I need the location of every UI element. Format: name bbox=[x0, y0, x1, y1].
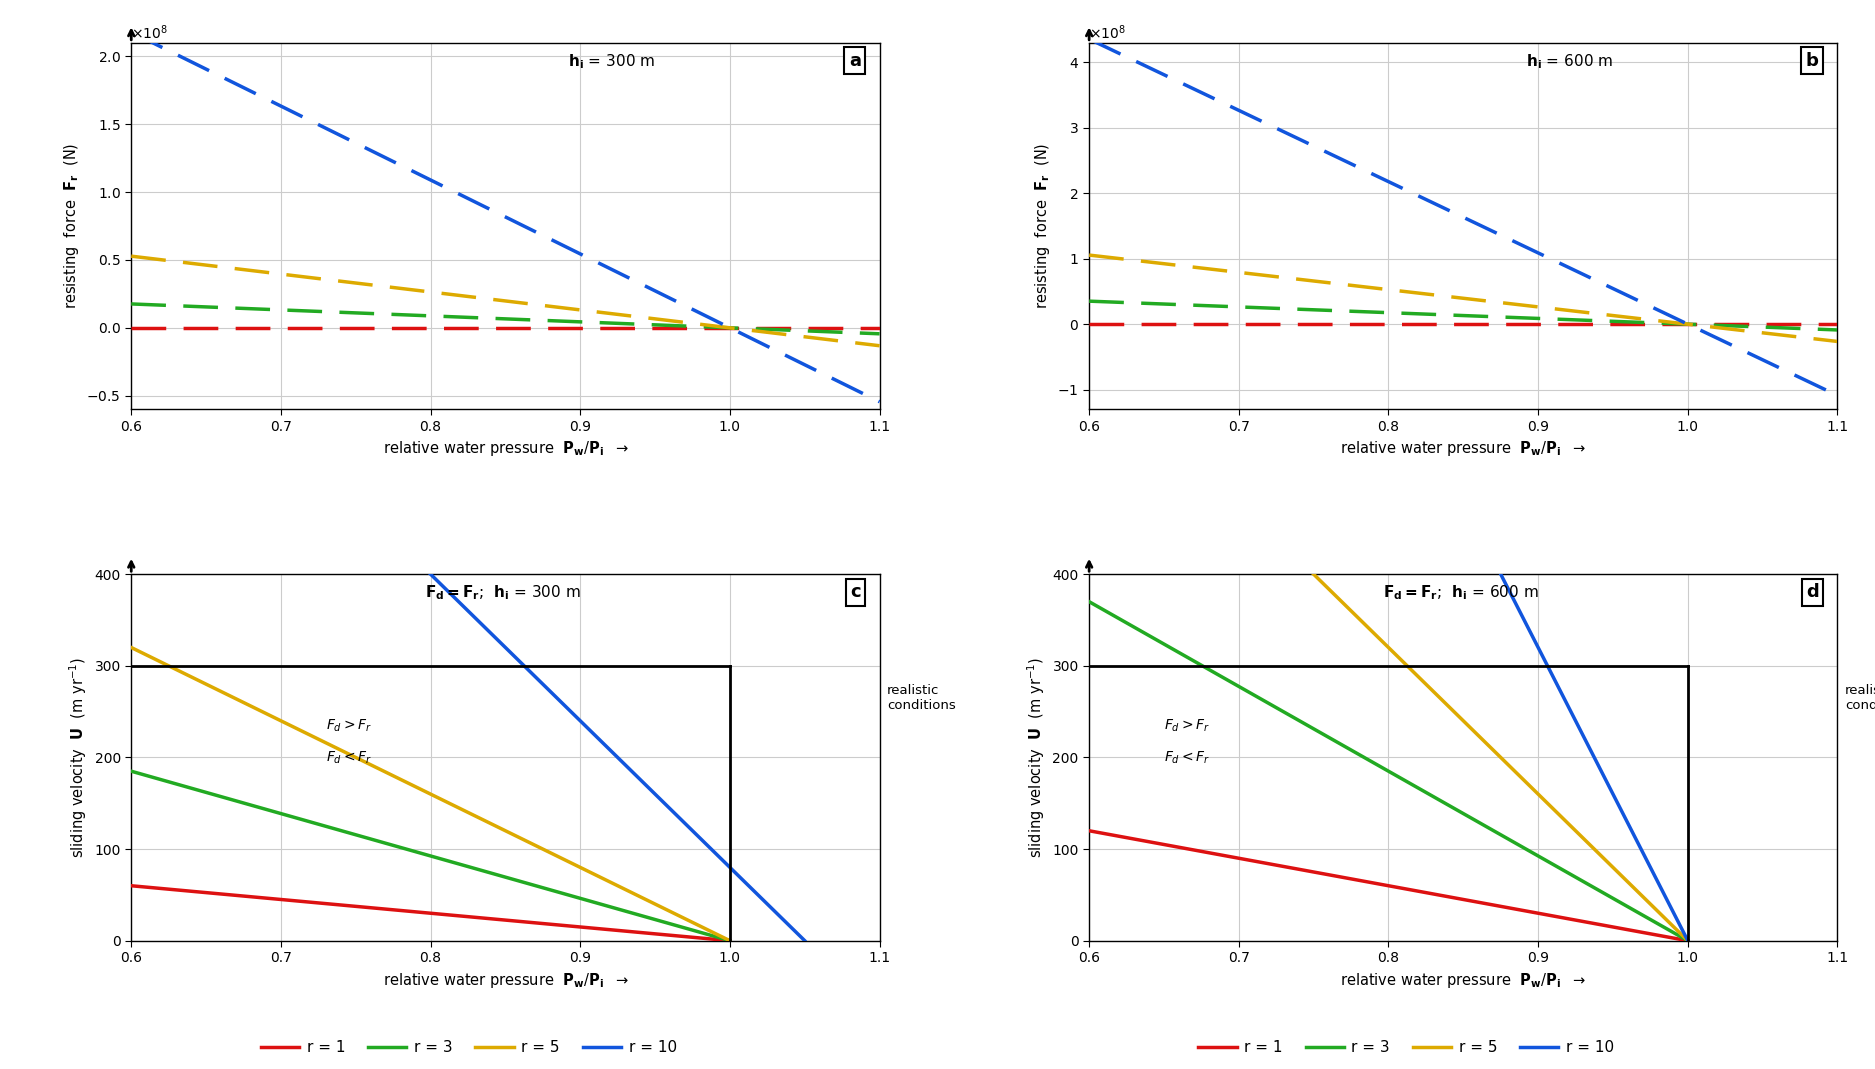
Text: $\mathit{F_d > F_r}$: $\mathit{F_d > F_r}$ bbox=[326, 718, 371, 734]
Legend: r = 1, r = 3, r = 5, r = 10: r = 1, r = 3, r = 5, r = 10 bbox=[255, 1034, 682, 1062]
Text: realistic
conditions: realistic conditions bbox=[887, 684, 956, 712]
Text: c: c bbox=[849, 584, 861, 602]
X-axis label: relative water pressure  $\mathbf{P_w}$/$\mathbf{P_i}$  $\rightarrow$: relative water pressure $\mathbf{P_w}$/$… bbox=[1341, 439, 1586, 459]
Text: $\mathit{F_d > F_r}$: $\mathit{F_d > F_r}$ bbox=[1164, 718, 1209, 734]
Text: a: a bbox=[849, 52, 861, 69]
Text: b: b bbox=[1806, 52, 1819, 69]
Legend: r = 1, r = 3, r = 5, r = 10: r = 1, r = 3, r = 5, r = 10 bbox=[1192, 1034, 1620, 1062]
Text: $\mathit{F_d < F_r}$: $\mathit{F_d < F_r}$ bbox=[326, 750, 371, 766]
X-axis label: relative water pressure  $\mathbf{P_w}$/$\mathbf{P_i}$  $\rightarrow$: relative water pressure $\mathbf{P_w}$/$… bbox=[382, 971, 628, 990]
Y-axis label: sliding velocity  $\mathbf{U}$  (m yr$^{-1}$): sliding velocity $\mathbf{U}$ (m yr$^{-1… bbox=[1026, 656, 1046, 858]
Text: $\mathbf{h_i}$ = 300 m: $\mathbf{h_i}$ = 300 m bbox=[568, 52, 654, 71]
Text: d: d bbox=[1806, 584, 1819, 602]
Text: realistic
conditions: realistic conditions bbox=[1845, 684, 1875, 712]
Text: $\mathit{F_d < F_r}$: $\mathit{F_d < F_r}$ bbox=[1164, 750, 1209, 766]
Y-axis label: resisting  force  $\mathbf{F_r}$  (N): resisting force $\mathbf{F_r}$ (N) bbox=[1033, 143, 1052, 309]
Text: $\mathbf{F_d = F_r}$;  $\mathbf{h_i}$ = 600 m: $\mathbf{F_d = F_r}$; $\mathbf{h_i}$ = 6… bbox=[1382, 584, 1538, 602]
Text: $\mathbf{F_d = F_r}$;  $\mathbf{h_i}$ = 300 m: $\mathbf{F_d = F_r}$; $\mathbf{h_i}$ = 3… bbox=[424, 584, 579, 602]
X-axis label: relative water pressure  $\mathbf{P_w}$/$\mathbf{P_i}$  $\rightarrow$: relative water pressure $\mathbf{P_w}$/$… bbox=[382, 439, 628, 459]
Y-axis label: sliding velocity  $\mathbf{U}$  (m yr$^{-1}$): sliding velocity $\mathbf{U}$ (m yr$^{-1… bbox=[68, 656, 88, 858]
Y-axis label: resisting  force  $\mathbf{F_r}$  (N): resisting force $\mathbf{F_r}$ (N) bbox=[62, 143, 81, 309]
Text: $\mathbf{h_i}$ = 600 m: $\mathbf{h_i}$ = 600 m bbox=[1526, 52, 1612, 71]
X-axis label: relative water pressure  $\mathbf{P_w}$/$\mathbf{P_i}$  $\rightarrow$: relative water pressure $\mathbf{P_w}$/$… bbox=[1341, 971, 1586, 990]
